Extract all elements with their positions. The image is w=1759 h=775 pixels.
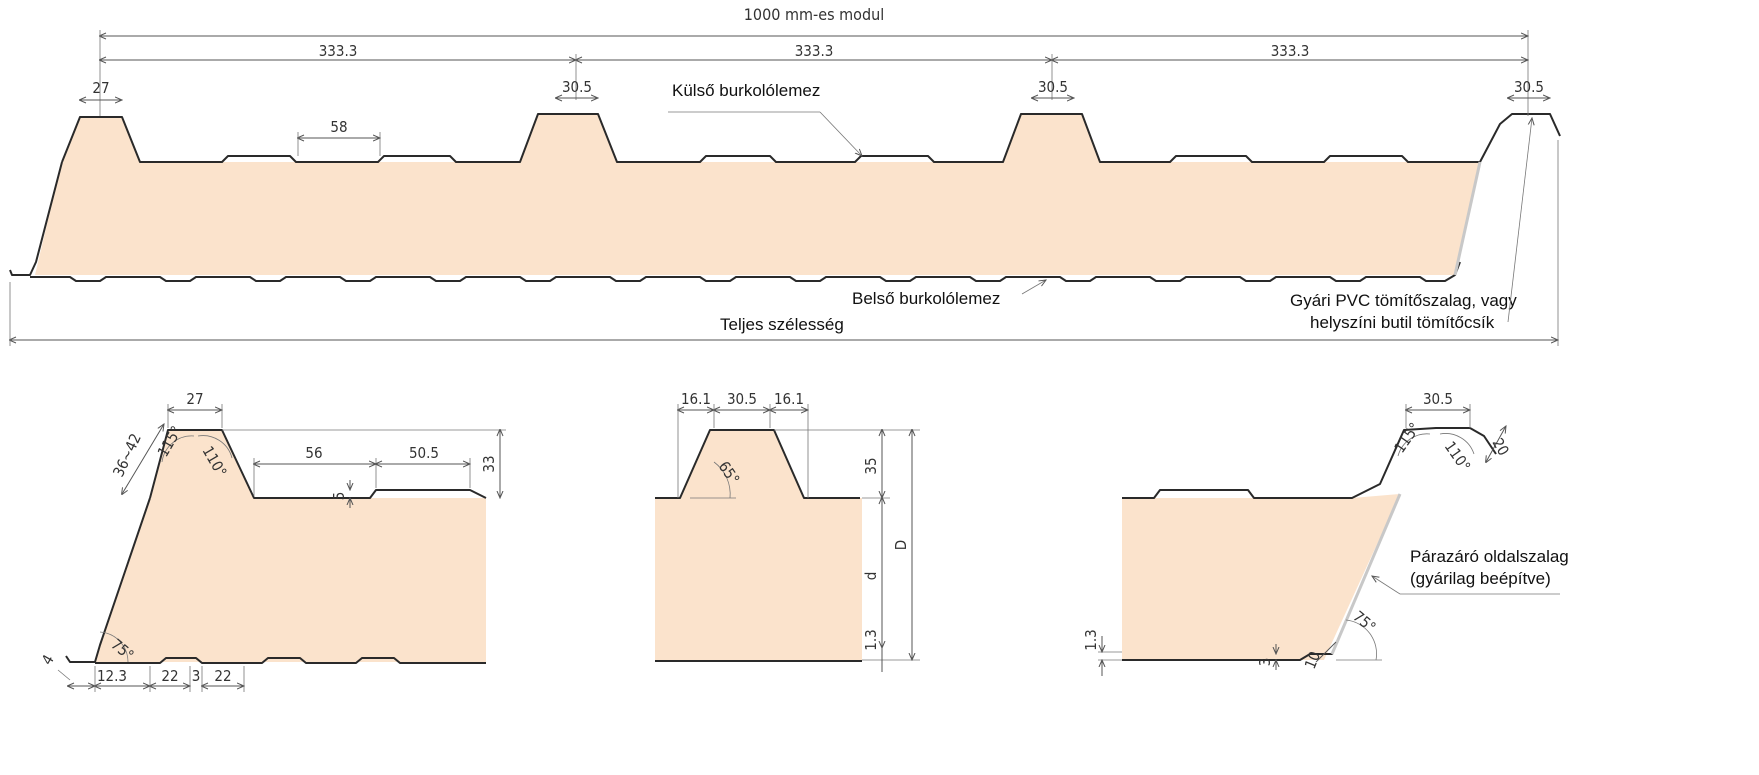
minor-rib-label: 58	[330, 118, 347, 136]
detail-middle: 16.1 30.5 16.1 65° 35 d D 1.3	[655, 390, 920, 672]
crest-width-label: 30.5	[562, 78, 592, 96]
module-part-label: 333.3	[795, 42, 834, 60]
detail-right-core	[1122, 494, 1400, 660]
slope-label: 36~42	[109, 431, 145, 480]
top-panel-core	[35, 114, 1480, 275]
vapor-label-line1: Párazáró oldalszalag	[1410, 547, 1569, 566]
angle-arc	[161, 435, 195, 463]
seal-label-line2: helyszíni butil tömítőcsík	[1310, 313, 1495, 332]
dim-line	[1486, 426, 1506, 462]
bottom-dim-label: 22	[214, 667, 231, 685]
outer-sheet-label: Külső burkolólemez	[672, 81, 820, 100]
leader-line	[819, 111, 862, 156]
angle-arc	[1345, 619, 1377, 661]
vapor-strip	[1330, 493, 1402, 655]
small-3-label: 3	[1256, 658, 1274, 667]
leader-line	[1372, 576, 1401, 595]
angle-arc	[197, 435, 233, 459]
detail-left-inner-sheet	[95, 657, 486, 664]
module-label: 1000 mm-es modul	[744, 5, 884, 24]
crest-label: 30.5	[1423, 390, 1453, 408]
angle-arc	[1397, 433, 1431, 457]
detail-right: 1.3 30.5 115° 110° 20 3 10 75° Párazáró …	[1082, 390, 1569, 676]
detail-right-outer-sheet	[1122, 427, 1497, 499]
small-10-label: 10	[1301, 649, 1324, 672]
detail-middle-core	[655, 430, 862, 660]
crest-width-label: 27	[92, 79, 109, 97]
bottom-dim-label: 22	[161, 667, 178, 685]
right-overlap-crest	[1479, 113, 1561, 163]
side-label: 20	[1489, 435, 1513, 459]
bottom-dim-label: 12.3	[97, 667, 127, 685]
outer-sheet-profile	[61, 113, 1480, 163]
rib-depth-label: 5	[330, 492, 348, 501]
height-35-label: 35	[862, 457, 880, 474]
lower-label: 1.3	[1082, 629, 1100, 650]
top-dim-label: 16.1	[681, 390, 711, 408]
lower-label: 1.3	[862, 629, 880, 650]
lip-label: 4	[38, 652, 58, 668]
top-panel: 1000 mm-es modul 333.3 333.3 333.3 27 30…	[9, 5, 1561, 346]
dim-line	[122, 424, 164, 494]
leader-line	[1507, 118, 1532, 323]
leader-line	[57, 669, 71, 681]
leader-line	[1021, 280, 1046, 295]
rib-1-label: 56	[305, 444, 322, 462]
detail-left-outer-sheet	[149, 429, 487, 499]
rib-2-label: 50.5	[409, 444, 439, 462]
inner-sheet-profile	[30, 261, 1461, 282]
detail-left-core	[95, 430, 486, 662]
module-part-label: 333.3	[1271, 42, 1310, 60]
D-label: D	[892, 540, 910, 550]
angle-arc	[99, 631, 129, 663]
bottom-dim-label: 3	[192, 667, 201, 685]
module-part-label: 333.3	[319, 42, 358, 60]
angle-arc	[713, 461, 731, 499]
seal-label-line1: Gyári PVC tömítőszalag, vagy	[1290, 291, 1517, 310]
crest-label: 27	[186, 390, 203, 408]
d-label: d	[862, 572, 880, 581]
detail-middle-outer-sheet	[655, 429, 860, 499]
height-label: 33	[480, 455, 498, 472]
top-dim-label: 30.5	[727, 390, 757, 408]
angle-right-label: 110°	[1441, 438, 1474, 475]
seal-strip	[1453, 161, 1482, 276]
angle-arc	[1439, 433, 1475, 455]
top-dim-label: 16.1	[774, 390, 804, 408]
inner-sheet-label: Belső burkolólemez	[852, 289, 1000, 308]
detail-left: 27 36~42 115° 110° 56 50.5 5 33 75° 4	[38, 390, 506, 692]
total-width-label: Teljes szélesség	[720, 315, 844, 334]
dim-line	[1315, 641, 1337, 663]
left-edge-sheet	[9, 161, 63, 276]
crest-width-label: 30.5	[1038, 78, 1068, 96]
crest-width-label: 30.5	[1514, 78, 1544, 96]
vapor-label-line2: (gyárilag beépítve)	[1410, 569, 1551, 588]
base-angle-label: 75°	[1349, 607, 1379, 636]
